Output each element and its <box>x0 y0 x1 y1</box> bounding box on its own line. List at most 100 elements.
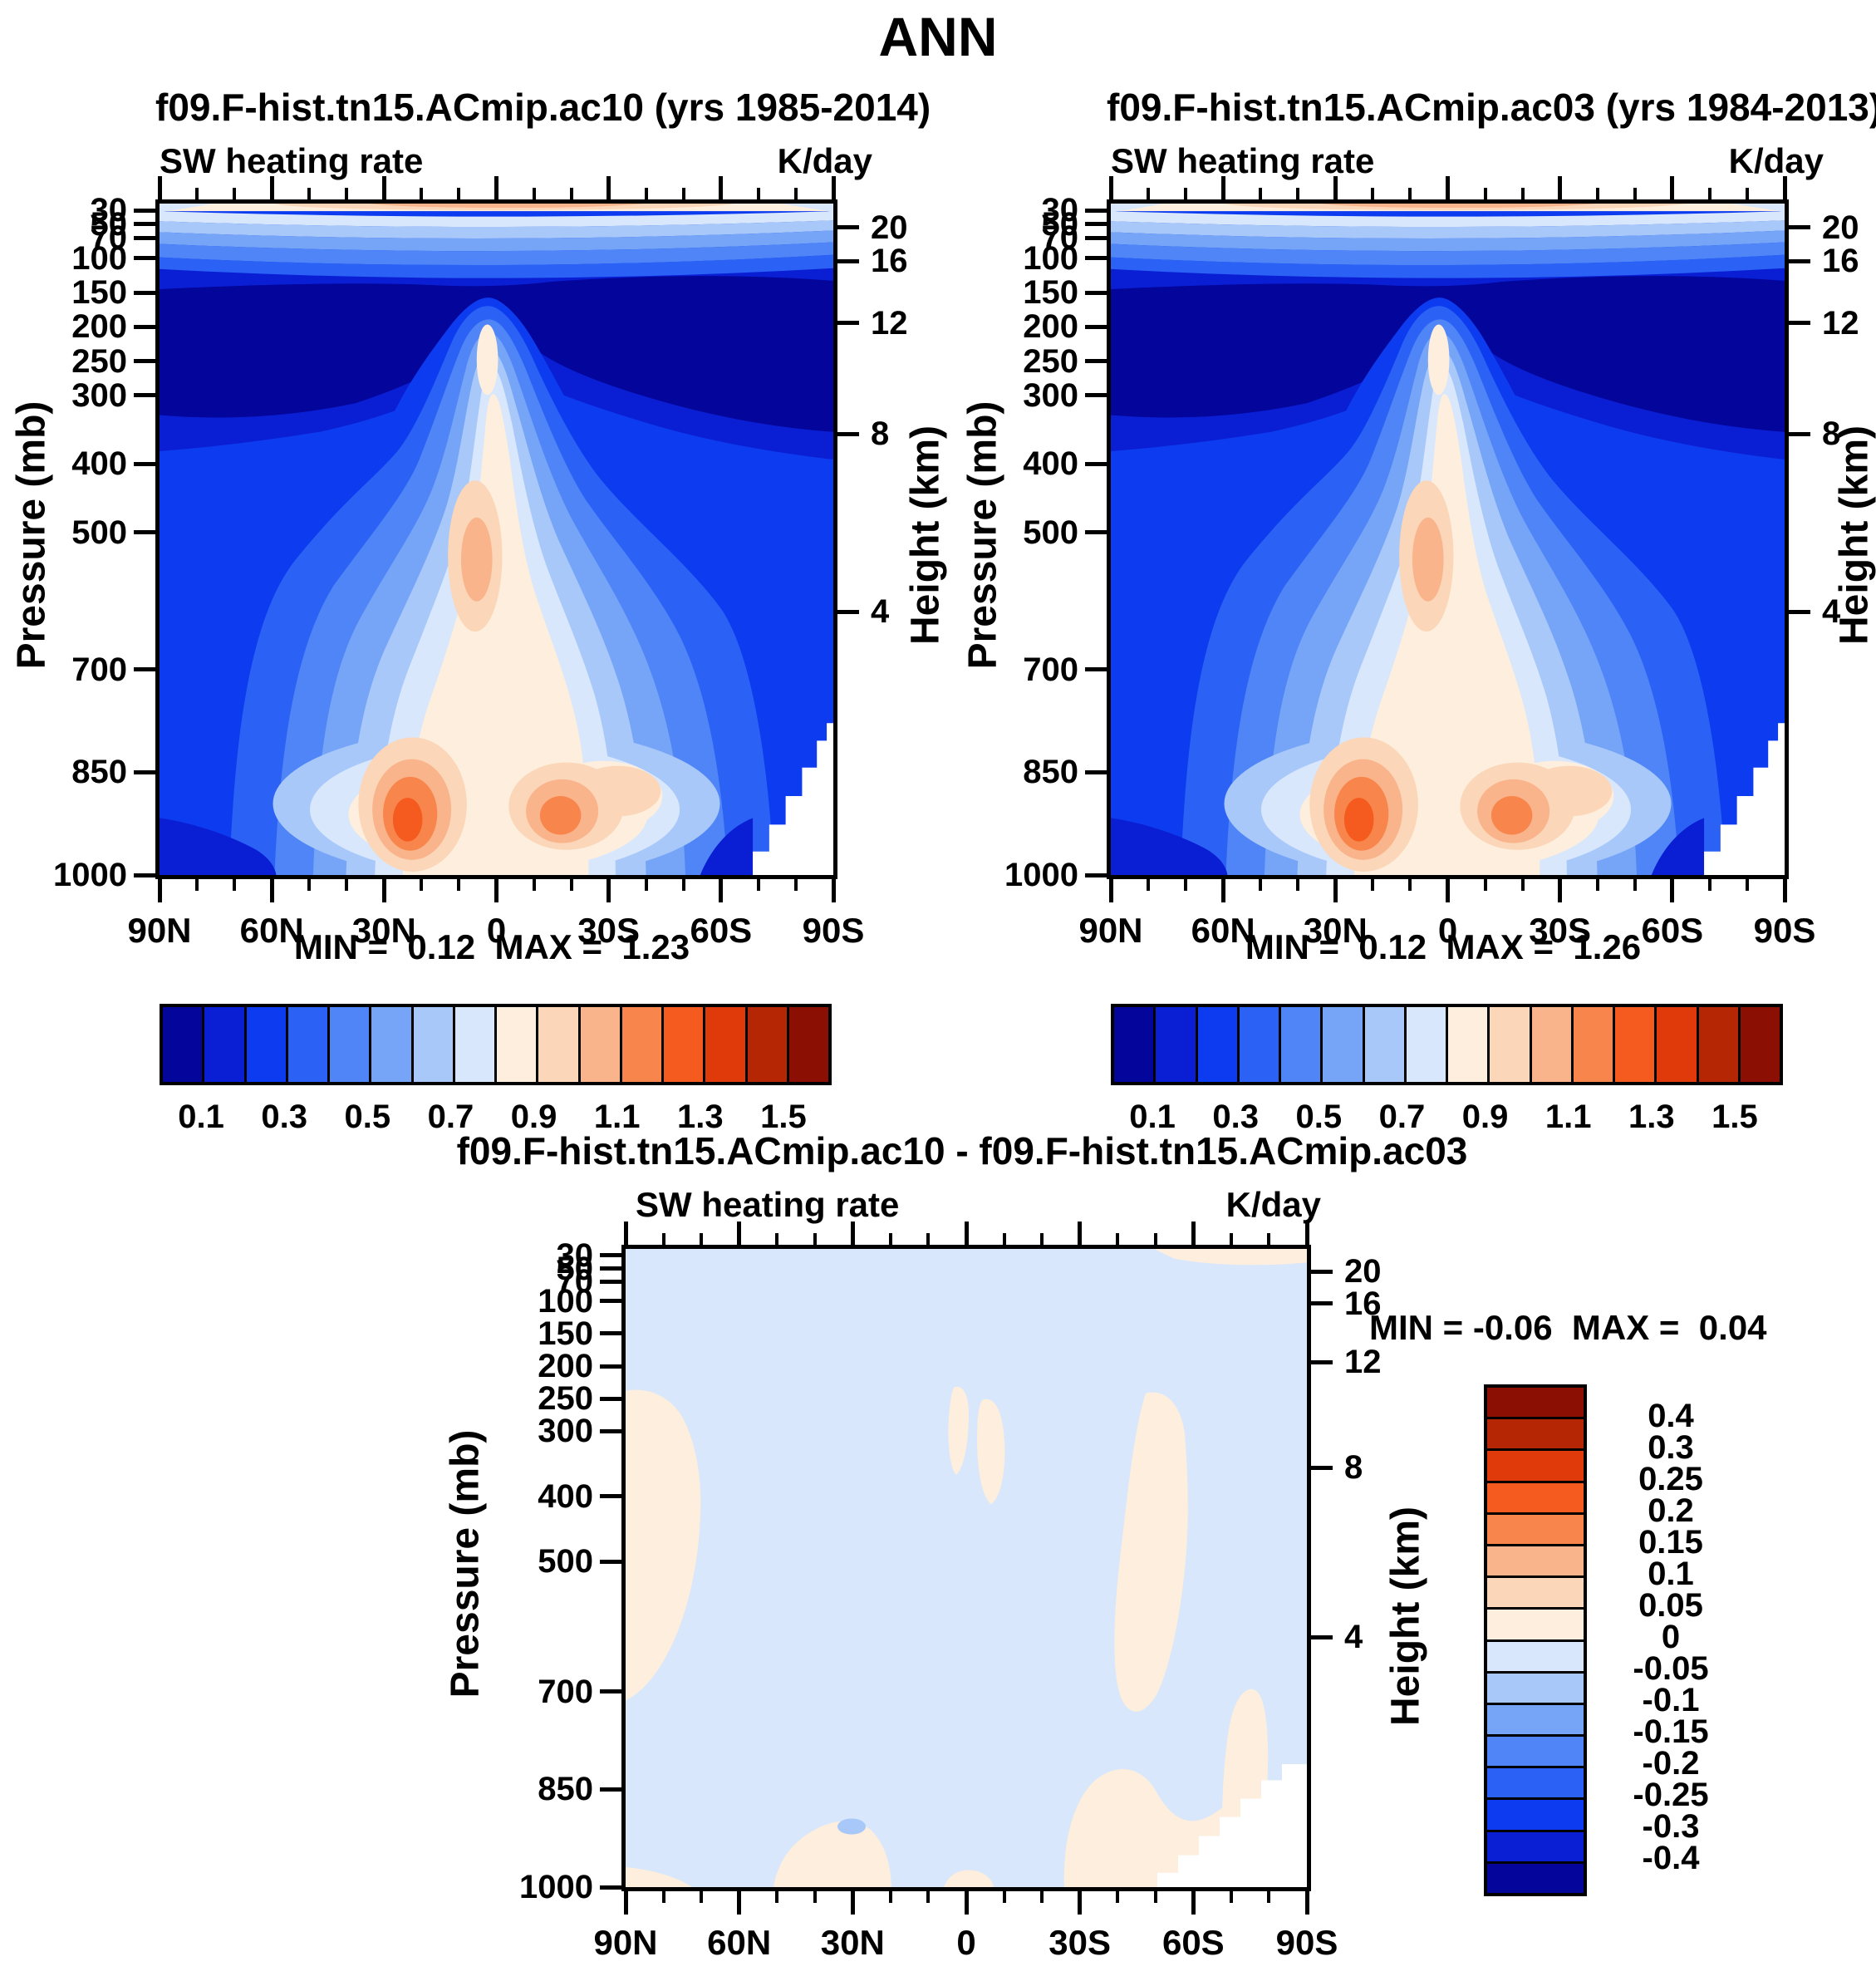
left-panel-title: f09.F-hist.tn15.ACmip.ac10 (yrs 1985-201… <box>155 86 931 129</box>
diff-field-label: SW heating rate <box>636 1185 900 1224</box>
colorbar-segment <box>327 1007 370 1082</box>
lat-major-tick <box>1078 1222 1083 1245</box>
colorbar-tick-label: 1.3 <box>1628 1099 1675 1135</box>
lat-tick-label: 30N <box>351 911 416 950</box>
lat-minor-tick <box>532 879 536 891</box>
colorbar-segment <box>410 1007 453 1082</box>
colorbar-tick-label: 1.3 <box>677 1099 724 1135</box>
colorbar-segment <box>1487 1417 1584 1449</box>
lat-minor-tick <box>1296 879 1300 891</box>
pressure-tick-label: 200 <box>71 308 127 346</box>
colorbar-segment <box>1654 1007 1697 1082</box>
pressure-tick <box>1085 873 1107 877</box>
lat-tick-label: 60S <box>1641 911 1704 950</box>
lat-minor-tick <box>307 879 312 891</box>
lat-minor-tick <box>793 879 798 891</box>
colorbar-segment <box>1487 1829 1584 1861</box>
height-tick-label: 12 <box>871 304 908 342</box>
height-tick-label: 12 <box>1344 1344 1382 1381</box>
colorbar-tick-label: -0.4 <box>1642 1840 1700 1876</box>
colorbar-segment <box>1487 1797 1584 1830</box>
pressure-tick-label: 250 <box>538 1380 593 1418</box>
lat-minor-tick <box>457 188 461 199</box>
lat-minor-tick <box>793 188 798 199</box>
lat-minor-tick <box>1595 188 1599 199</box>
lat-major-tick <box>737 1222 742 1245</box>
height-tick <box>1789 431 1810 436</box>
lat-minor-tick <box>661 1233 665 1245</box>
colorbar-tick-label: 1.1 <box>1545 1099 1592 1135</box>
pressure-tick-label: 100 <box>71 239 127 277</box>
figure-title: ANN <box>878 6 998 67</box>
height-tick-label: 8 <box>1344 1449 1363 1487</box>
lat-minor-tick <box>1267 1233 1271 1245</box>
lat-minor-tick <box>1153 1233 1157 1245</box>
colorbar-segment <box>1487 1575 1584 1608</box>
colorbar-tick-label: 0.9 <box>510 1099 557 1135</box>
pressure-tick <box>1085 222 1107 227</box>
pressure-tick <box>600 1396 621 1401</box>
lat-minor-tick <box>1483 188 1487 199</box>
pressure-tick-label: 400 <box>71 445 127 483</box>
lat-minor-tick <box>1147 188 1151 199</box>
pressure-tick <box>600 1689 621 1694</box>
colorbar-tick-label: 0.3 <box>1212 1099 1259 1135</box>
lat-tick-label: 0 <box>956 1923 976 1962</box>
lat-major-tick <box>1304 1891 1309 1915</box>
height-tick-label: 16 <box>871 243 908 280</box>
pressure-tick-label: 30 <box>90 192 128 229</box>
colorbar-segment <box>577 1007 620 1082</box>
lat-tick-label: 0 <box>1437 911 1458 950</box>
pressure-tick-label: 50 <box>90 205 128 243</box>
colorbar-tick-label: 0.2 <box>1648 1492 1694 1529</box>
pressure-tick-label: 850 <box>71 754 127 791</box>
pressure-tick <box>134 393 155 398</box>
lat-major-tick <box>494 176 498 199</box>
pressure-tick-label: 100 <box>538 1282 593 1320</box>
pressure-tick <box>1085 530 1107 535</box>
diff-units-label: K/day <box>1225 1185 1321 1224</box>
lat-major-tick <box>157 176 162 199</box>
pressure-tick-label: 200 <box>538 1348 593 1385</box>
lat-tick-label: 90S <box>802 911 865 950</box>
pressure-tick-label: 1000 <box>1004 857 1078 893</box>
colorbar-tick-label: 0.25 <box>1638 1461 1703 1497</box>
colorbar-diff <box>1484 1384 1587 1896</box>
lat-minor-tick <box>420 879 424 891</box>
lat-minor-tick <box>700 1891 704 1903</box>
colorbar-right <box>1111 1004 1783 1085</box>
lat-minor-tick <box>1408 188 1412 199</box>
lat-major-tick <box>381 176 386 199</box>
pressure-tick <box>1085 290 1107 295</box>
pressure-tick-label: 1000 <box>53 857 127 893</box>
colorbar-tick-label: 0.5 <box>1295 1099 1343 1135</box>
pressure-tick <box>600 1253 621 1258</box>
lat-minor-tick <box>233 879 237 891</box>
lat-minor-tick <box>532 188 536 199</box>
pressure-tick-label: 1000 <box>519 1869 593 1905</box>
colorbar-segment <box>1403 1007 1446 1082</box>
height-tick <box>1311 1465 1333 1470</box>
colorbar-tick-label: 1.5 <box>760 1099 807 1135</box>
colorbar-segment <box>1487 1543 1584 1576</box>
lat-major-tick <box>1220 176 1225 199</box>
lat-minor-tick <box>1633 879 1637 891</box>
pressure-tick-label: 300 <box>538 1413 593 1450</box>
lat-tick-label: 30S <box>1529 911 1592 950</box>
lat-minor-tick <box>195 879 199 891</box>
pressure-tick <box>134 667 155 672</box>
pressure-tick <box>1085 667 1107 672</box>
colorbar-segment <box>1320 1007 1363 1082</box>
height-tick <box>1789 225 1810 230</box>
height-tick <box>1789 258 1810 263</box>
colorbar-tick-label: -0.2 <box>1642 1745 1700 1782</box>
lat-minor-tick <box>1707 879 1711 891</box>
colorbar-segment <box>1153 1007 1196 1082</box>
lat-minor-tick <box>775 1891 779 1903</box>
pressure-tick <box>1085 256 1107 261</box>
lat-minor-tick <box>1116 1891 1120 1903</box>
colorbar-tick-label: 0.7 <box>427 1099 474 1135</box>
pressure-tick <box>134 769 155 774</box>
lat-tick-label: 60N <box>239 911 304 950</box>
pressure-tick-label: 500 <box>71 514 127 551</box>
